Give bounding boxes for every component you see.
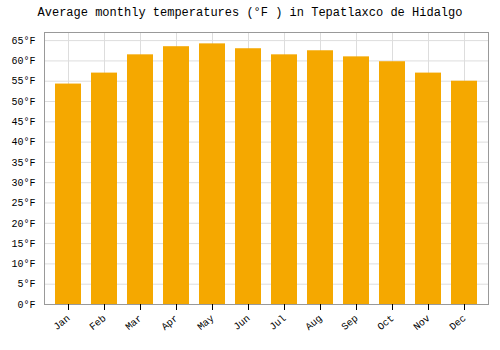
svg-text:65°F: 65°F [11,36,35,47]
svg-text:Feb: Feb [88,313,109,333]
svg-text:Oct: Oct [376,313,397,333]
svg-text:25°F: 25°F [11,198,35,209]
svg-text:55°F: 55°F [11,76,35,87]
svg-text:May: May [196,313,217,333]
svg-text:35°F: 35°F [11,158,35,169]
svg-text:5°F: 5°F [17,279,35,290]
svg-text:40°F: 40°F [11,137,35,148]
svg-text:Sep: Sep [340,313,361,333]
svg-text:Mar: Mar [124,313,145,333]
svg-text:0°F: 0°F [17,300,35,311]
svg-text:20°F: 20°F [11,219,35,230]
svg-text:Jun: Jun [232,313,253,333]
svg-text:Jul: Jul [268,313,289,333]
svg-text:60°F: 60°F [11,56,35,67]
svg-text:Aug: Aug [304,313,325,333]
svg-text:10°F: 10°F [11,259,35,270]
svg-text:15°F: 15°F [11,239,35,250]
svg-text:Nov: Nov [412,313,433,333]
svg-text:Dec: Dec [448,313,469,333]
svg-text:Apr: Apr [160,313,181,333]
svg-text:45°F: 45°F [11,117,35,128]
html-text:Average monthly temperatures (: Average monthly temperatures (°F ) in Te… [37,6,463,20]
svg-text:Jan: Jan [52,313,73,333]
svg-text:30°F: 30°F [11,178,35,189]
svg-text:50°F: 50°F [11,97,35,108]
